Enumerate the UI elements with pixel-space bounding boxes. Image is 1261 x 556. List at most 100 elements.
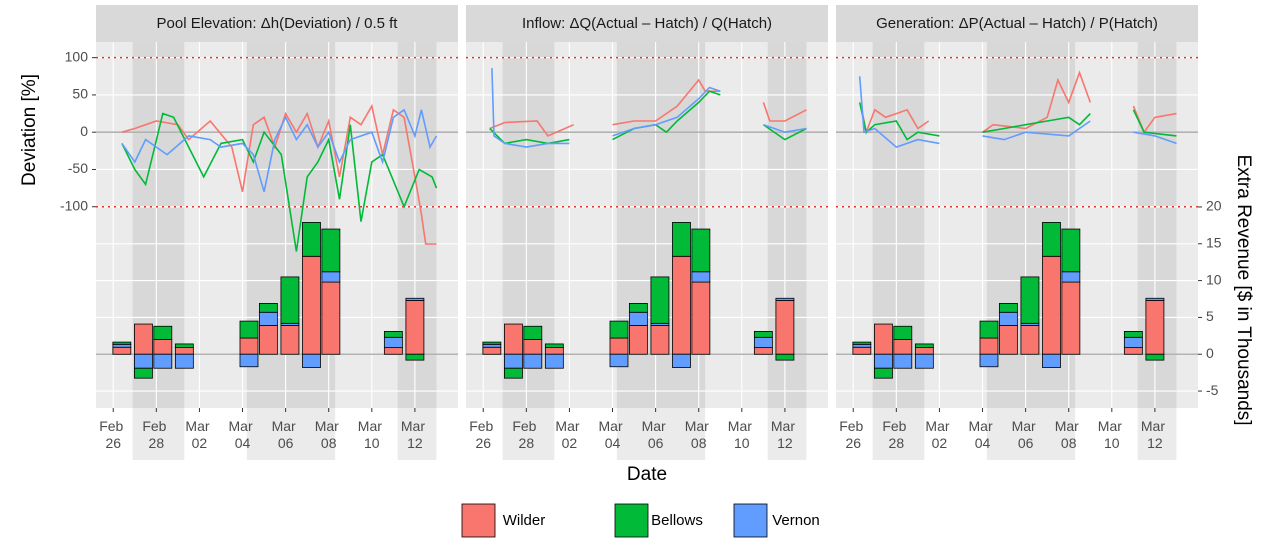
bar bbox=[672, 255, 691, 355]
legend-key bbox=[733, 503, 768, 538]
bar bbox=[405, 297, 425, 301]
legend-label: Vernon bbox=[772, 512, 820, 529]
bar bbox=[544, 343, 564, 349]
bar bbox=[1123, 336, 1143, 349]
strip-background bbox=[836, 5, 1198, 42]
legend-key bbox=[614, 503, 649, 538]
bar bbox=[979, 337, 999, 355]
x-tick-label: Mar 04 bbox=[969, 418, 997, 451]
y2-tick-label: 20 bbox=[1206, 198, 1222, 214]
bar bbox=[775, 353, 795, 361]
x-tick-label: Mar 06 bbox=[272, 418, 300, 451]
bar bbox=[383, 336, 403, 349]
bar bbox=[1061, 281, 1081, 355]
bar bbox=[112, 346, 132, 355]
bar bbox=[874, 367, 893, 379]
bar bbox=[628, 325, 648, 355]
x-tick-label: Feb 26 bbox=[839, 418, 867, 451]
bar bbox=[258, 325, 278, 355]
bar bbox=[1042, 353, 1061, 368]
bar bbox=[775, 300, 795, 355]
bar bbox=[672, 222, 691, 257]
x-tick-label: Mar 02 bbox=[555, 418, 583, 451]
bar bbox=[112, 341, 132, 345]
x-tick-label: Feb 26 bbox=[469, 418, 497, 451]
bar bbox=[239, 320, 259, 339]
bar bbox=[852, 343, 872, 348]
strip-background bbox=[466, 5, 828, 42]
bar bbox=[691, 228, 711, 273]
series-line bbox=[121, 112, 438, 252]
bar bbox=[405, 300, 425, 355]
x-tick-label: Mar 10 bbox=[728, 418, 756, 451]
shaded-span bbox=[132, 42, 185, 460]
shaded-span bbox=[502, 42, 555, 460]
x-tick-label: Mar 04 bbox=[599, 418, 627, 451]
bar bbox=[482, 341, 502, 345]
y2-axis-title: Extra Revenue [$ in Thousands] bbox=[1233, 154, 1254, 425]
x-tick-label: Mar 08 bbox=[685, 418, 713, 451]
bar bbox=[174, 343, 194, 349]
bar bbox=[609, 337, 629, 355]
shaded-span bbox=[767, 42, 807, 460]
bar bbox=[1061, 228, 1081, 273]
x-tick-label: Mar 10 bbox=[358, 418, 386, 451]
bar bbox=[1145, 300, 1165, 355]
bar bbox=[523, 339, 543, 355]
bar bbox=[134, 353, 153, 369]
bar bbox=[628, 303, 648, 313]
bar bbox=[321, 271, 341, 283]
bar bbox=[874, 353, 893, 369]
series-line bbox=[121, 103, 437, 245]
x-tick-label: Feb 28 bbox=[882, 418, 910, 451]
bar bbox=[775, 297, 795, 301]
x-tick-label: Feb 26 bbox=[99, 418, 127, 451]
y-axis-title: Deviation [%] bbox=[19, 74, 40, 186]
x-tick-label: Mar 12 bbox=[401, 418, 429, 451]
bar bbox=[852, 346, 872, 355]
bar bbox=[174, 353, 194, 369]
facet: Generation: ΔP(Actual – Hatch) / P(Hatch… bbox=[836, 5, 1198, 460]
shaded-span bbox=[397, 42, 437, 460]
bar bbox=[302, 255, 321, 355]
bar bbox=[153, 325, 173, 340]
x-tick-label: Feb 28 bbox=[512, 418, 540, 451]
bar bbox=[239, 337, 259, 355]
bar bbox=[1145, 297, 1165, 301]
y2-tick-label: 0 bbox=[1206, 345, 1214, 361]
bar bbox=[914, 347, 934, 355]
y-tick-label: 50 bbox=[72, 86, 88, 102]
bar bbox=[523, 353, 543, 369]
bar bbox=[1145, 353, 1165, 361]
x-tick-label: Mar 06 bbox=[1012, 418, 1040, 451]
y-tick-label: -50 bbox=[68, 160, 88, 176]
bar bbox=[1042, 255, 1061, 355]
bar bbox=[383, 331, 403, 338]
bar bbox=[405, 353, 425, 361]
y-tick-label: 0 bbox=[80, 123, 88, 139]
bar bbox=[979, 320, 999, 339]
bar bbox=[914, 353, 934, 369]
x-tick-label: Mar 02 bbox=[925, 418, 953, 451]
bar bbox=[753, 336, 773, 349]
x-tick-label: Feb 28 bbox=[142, 418, 170, 451]
y2-tick-label: 10 bbox=[1206, 271, 1222, 287]
x-axis-title: Date bbox=[627, 464, 667, 485]
facet: Pool Elevation: Δh(Deviation) / 0.5 ft bbox=[96, 5, 458, 460]
bar bbox=[544, 353, 564, 369]
bar bbox=[1123, 347, 1143, 355]
x-tick-label: Mar 02 bbox=[185, 418, 213, 451]
bar bbox=[321, 281, 341, 355]
legend-label: Bellows bbox=[651, 512, 703, 529]
bar bbox=[523, 325, 543, 340]
bar bbox=[544, 347, 564, 355]
bar bbox=[482, 343, 502, 348]
bar bbox=[753, 347, 773, 355]
bar bbox=[609, 353, 629, 368]
shaded-span bbox=[872, 42, 925, 460]
strip-background bbox=[96, 5, 458, 42]
bar bbox=[504, 353, 523, 369]
bar bbox=[134, 367, 153, 379]
x-tick-label: Mar 10 bbox=[1098, 418, 1126, 451]
